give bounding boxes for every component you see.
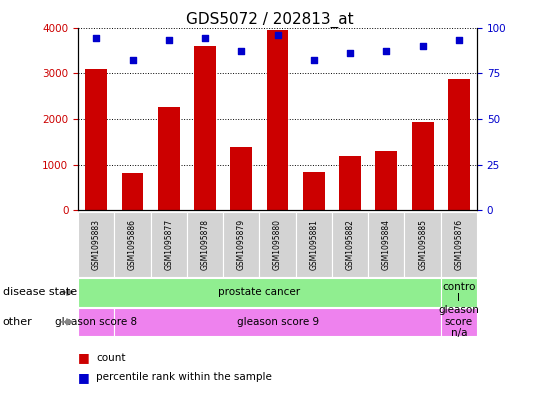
Text: GSM1095886: GSM1095886 — [128, 219, 137, 270]
Bar — [114, 308, 441, 336]
Bar — [296, 212, 332, 277]
Text: GSM1095881: GSM1095881 — [309, 219, 319, 270]
Point — [454, 37, 463, 44]
Point — [346, 50, 355, 56]
Point — [382, 48, 391, 54]
Bar — [376, 151, 397, 210]
Point — [309, 57, 318, 64]
Bar — [412, 122, 433, 210]
Text: gleason score 8: gleason score 8 — [55, 317, 137, 327]
Point — [237, 48, 246, 54]
Bar — [114, 212, 151, 277]
Text: percentile rank within the sample: percentile rank within the sample — [96, 372, 272, 382]
Bar — [85, 69, 107, 210]
Text: GSM1095880: GSM1095880 — [273, 219, 282, 270]
Bar — [151, 212, 187, 277]
Text: ■: ■ — [78, 371, 90, 384]
Bar — [267, 30, 288, 210]
Text: GSM1095883: GSM1095883 — [92, 219, 101, 270]
Text: GSM1095879: GSM1095879 — [237, 219, 246, 270]
Bar — [404, 212, 441, 277]
Bar — [441, 308, 477, 336]
Bar — [303, 172, 324, 210]
Bar — [194, 46, 216, 210]
Point — [418, 42, 427, 49]
Text: other: other — [3, 317, 32, 327]
Text: GDS5072 / 202813_at: GDS5072 / 202813_at — [186, 12, 353, 28]
Text: prostate cancer: prostate cancer — [218, 287, 301, 298]
Text: GSM1095885: GSM1095885 — [418, 219, 427, 270]
Text: gleason score 9: gleason score 9 — [237, 317, 319, 327]
Bar — [158, 107, 179, 210]
Text: GSM1095882: GSM1095882 — [345, 219, 355, 270]
Bar — [187, 212, 223, 277]
Bar — [223, 212, 259, 277]
Bar — [368, 212, 404, 277]
Text: count: count — [96, 353, 126, 363]
Text: GSM1095884: GSM1095884 — [382, 219, 391, 270]
Point — [201, 35, 209, 42]
Bar — [441, 212, 477, 277]
Text: ■: ■ — [78, 351, 90, 364]
Bar — [448, 79, 470, 210]
Text: GSM1095878: GSM1095878 — [201, 219, 210, 270]
Bar — [78, 308, 114, 336]
Bar — [339, 156, 361, 210]
Point — [164, 37, 173, 44]
Bar — [122, 173, 143, 210]
Text: disease state: disease state — [3, 287, 77, 298]
Text: contro
l: contro l — [442, 282, 475, 303]
Text: gleason
score
n/a: gleason score n/a — [438, 305, 479, 338]
Bar — [332, 212, 368, 277]
Text: GSM1095877: GSM1095877 — [164, 219, 174, 270]
Bar — [78, 212, 114, 277]
Bar — [231, 147, 252, 210]
Point — [273, 32, 282, 38]
Point — [92, 35, 101, 42]
Point — [128, 57, 137, 64]
Bar — [259, 212, 296, 277]
Bar — [441, 278, 477, 307]
Text: GSM1095876: GSM1095876 — [454, 219, 464, 270]
